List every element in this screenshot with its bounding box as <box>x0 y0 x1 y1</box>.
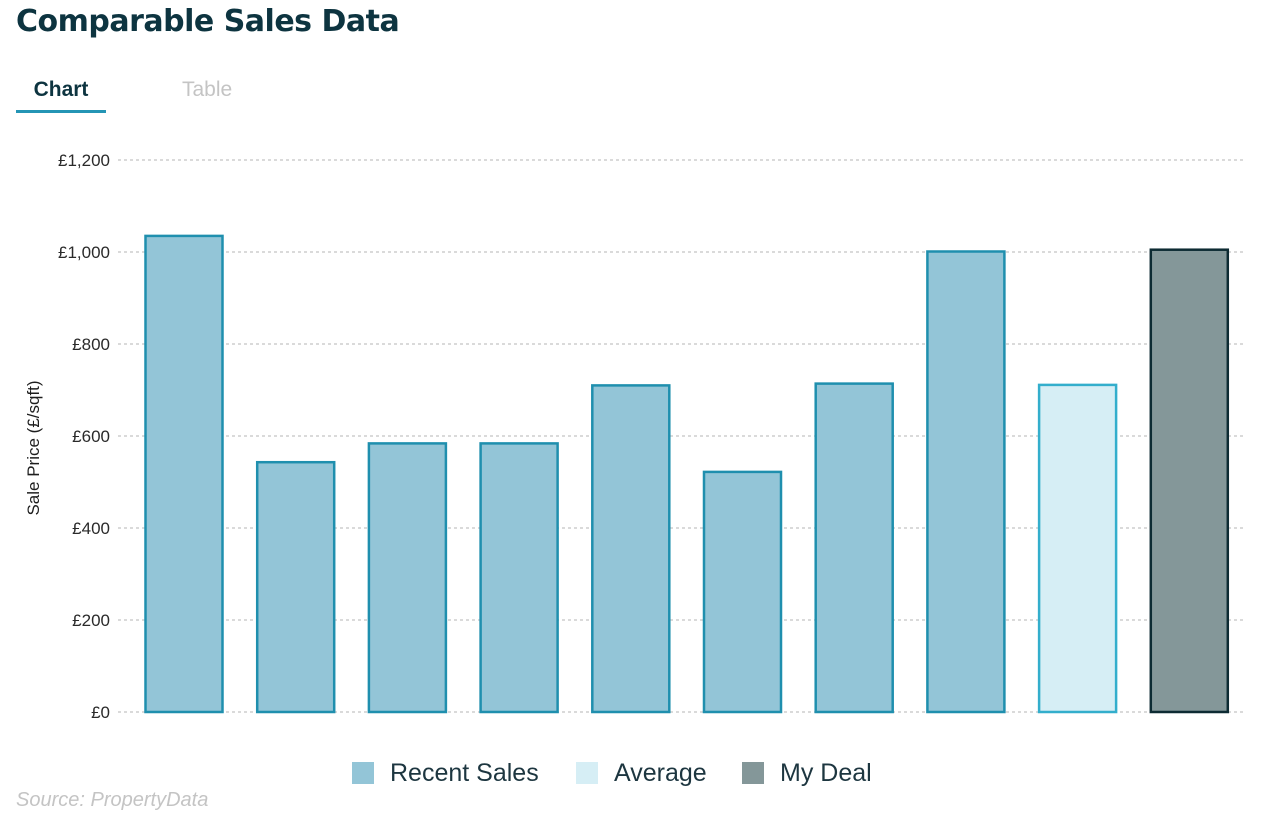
bar-recent-sale[interactable] <box>926 250 1006 714</box>
active-tab-indicator <box>16 110 106 113</box>
y-axis-ticks: £0 £200 £400 £600 £800 £1,000 £1,200 <box>58 151 110 722</box>
bar-average[interactable] <box>1037 383 1118 714</box>
y-tick-label: £400 <box>72 519 110 538</box>
bar-recent-sale[interactable] <box>591 384 671 714</box>
legend-swatch-recent-sales <box>352 762 374 784</box>
page-title: Comparable Sales Data <box>16 4 400 39</box>
bar-recent-sale[interactable] <box>144 234 224 714</box>
bar-recent-sale[interactable] <box>255 460 336 714</box>
y-tick-label: £600 <box>72 427 110 446</box>
tab-table[interactable]: Table <box>182 78 233 101</box>
y-tick-label: £200 <box>72 611 110 630</box>
y-axis-label: Sale Price (£/sqft) <box>24 380 43 515</box>
bar-chart: £0 £200 £400 £600 £800 £1,000 £1,200 Sale Pric… <box>24 151 1245 722</box>
bar-recent-sale[interactable] <box>814 382 894 714</box>
legend-swatch-my-deal <box>742 762 764 784</box>
bar-recent-sale[interactable] <box>479 442 559 714</box>
legend-label-recent-sales: Recent Sales <box>390 759 539 787</box>
y-tick-label: £800 <box>72 335 110 354</box>
bar-my-deal[interactable] <box>1149 248 1230 714</box>
legend-label-my-deal: My Deal <box>780 759 872 787</box>
bars <box>144 234 1230 714</box>
bar-recent-sale[interactable] <box>367 442 448 714</box>
bar-recent-sale[interactable] <box>702 470 783 714</box>
y-tick-label: £0 <box>91 703 110 722</box>
legend-swatch-average <box>576 762 598 784</box>
y-tick-label: £1,000 <box>58 243 110 262</box>
tab-chart[interactable]: Chart <box>33 78 89 101</box>
y-tick-label: £1,200 <box>58 151 110 170</box>
source-note: Source: PropertyData <box>16 789 209 811</box>
legend-label-average: Average <box>614 759 707 787</box>
